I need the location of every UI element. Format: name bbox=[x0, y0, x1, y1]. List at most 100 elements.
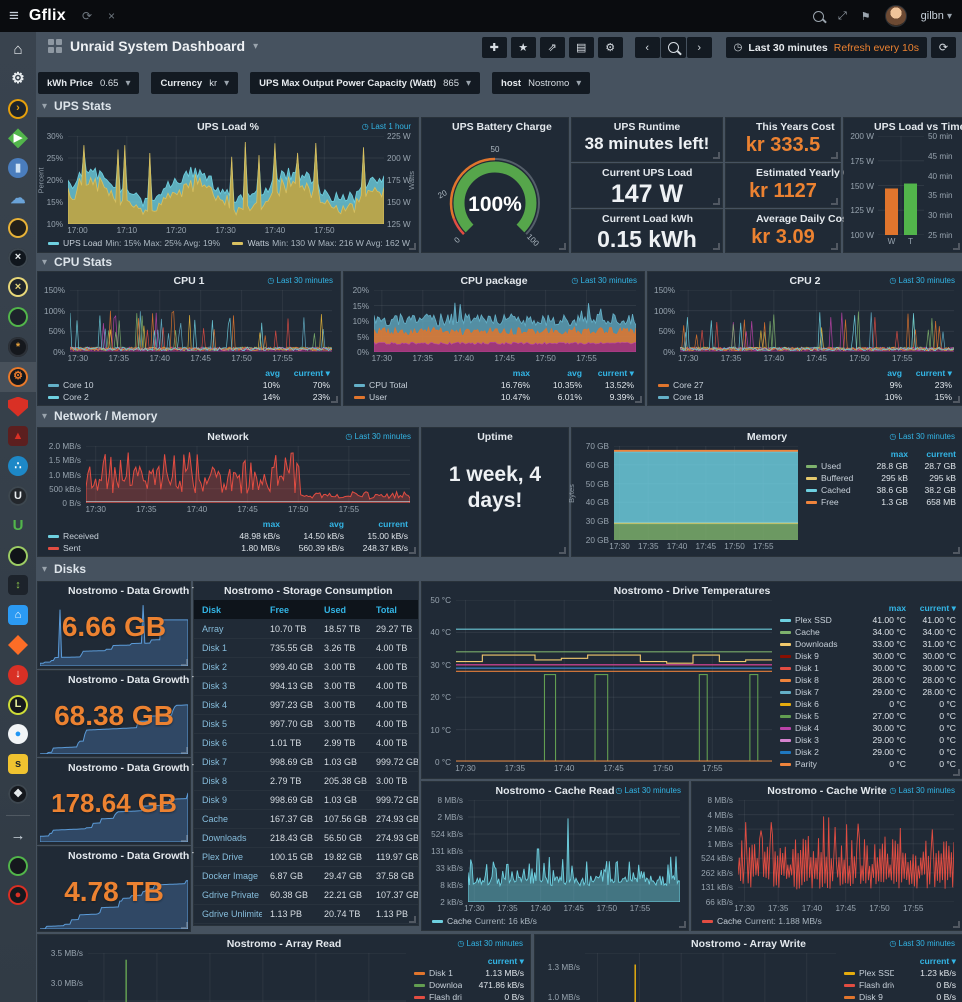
legend-item[interactable]: Disk 2 29.00 °C 0 °C bbox=[780, 746, 956, 758]
dashboard-title[interactable]: Unraid System Dashboard bbox=[70, 38, 246, 54]
close-icon[interactable]: × bbox=[108, 9, 116, 23]
legend-item[interactable]: Disk 3 29.00 °C 0 °C bbox=[780, 734, 956, 746]
sidebar-home-item[interactable]: ⌂ bbox=[0, 34, 36, 64]
sidebar-app-red-download-item[interactable]: ↓ bbox=[0, 660, 36, 690]
sidebar-app-green-ring-item[interactable] bbox=[0, 302, 36, 332]
legend-series-label[interactable]: Cache bbox=[795, 627, 820, 637]
panel-title[interactable]: Nostromo - Storage Consumption bbox=[224, 585, 393, 597]
panel-title[interactable]: Nostromo - Data Growth This Month bbox=[68, 762, 249, 774]
legend-series-label[interactable]: Flash drive bbox=[429, 992, 462, 1002]
legend-series-label[interactable]: Received bbox=[63, 531, 99, 541]
star-button[interactable]: ★ bbox=[510, 37, 536, 58]
legend-item[interactable]: Downloads471.86 kB/s bbox=[414, 979, 524, 991]
legend-item[interactable]: Disk 5 27.00 °C 0 °C bbox=[780, 710, 956, 722]
sidebar-app-search-ring-item[interactable] bbox=[0, 213, 36, 243]
sidebar-app-turtle-item[interactable] bbox=[0, 541, 36, 571]
table-header-cell[interactable]: Used bbox=[324, 604, 347, 615]
panel-title[interactable]: UPS Runtime bbox=[613, 121, 681, 133]
sidebar-app-switch-item[interactable]: ↕ bbox=[0, 570, 36, 600]
legend-series-label[interactable]: Disk 1 bbox=[795, 663, 819, 673]
legend-series-label[interactable]: Downloads bbox=[795, 639, 838, 649]
panel-title[interactable]: Nostromo - Array Read bbox=[226, 938, 342, 950]
legend-series-label[interactable]: User bbox=[369, 392, 388, 402]
time-forward-button[interactable]: › bbox=[686, 37, 712, 58]
legend-series-label[interactable]: Plex SSD bbox=[859, 968, 894, 978]
section-header-disks[interactable]: ▾ Disks bbox=[42, 562, 86, 576]
snapshot-icon[interactable]: ⚑ bbox=[860, 10, 871, 23]
legend-item[interactable]: Sent 1.80 MB/s 560.39 kB/s 248.37 kB/s bbox=[48, 542, 408, 554]
user-menu[interactable]: gilbn ▾ bbox=[920, 10, 952, 22]
legend-series-label[interactable]: Disk 9 bbox=[859, 992, 883, 1002]
panel-title[interactable]: CPU 2 bbox=[789, 275, 821, 287]
sidebar-signout-item[interactable]: → bbox=[0, 821, 36, 851]
legend-series-label[interactable]: Plex SSD bbox=[795, 615, 832, 625]
panel-timerange-link[interactable]: ◷ Last 30 minutes bbox=[889, 432, 955, 441]
legend-series-label[interactable]: Core 18 bbox=[673, 392, 704, 402]
legend-item[interactable]: Core 18 10% 15% bbox=[658, 391, 952, 403]
settings-button[interactable]: ⚙ bbox=[597, 37, 623, 58]
legend-series-label[interactable]: Disk 9 bbox=[795, 651, 819, 661]
legend-item[interactable]: Plex SSD 1.23 kB/s bbox=[844, 967, 956, 979]
legend-series-label[interactable]: Parity bbox=[795, 759, 817, 769]
panel-timerange-link[interactable]: ◷ Last 30 minutes bbox=[615, 786, 681, 795]
legend-series-label[interactable]: Disk 4 bbox=[795, 723, 819, 733]
save-button[interactable]: ▤ bbox=[568, 37, 594, 58]
variable-value[interactable]: 0.65 bbox=[99, 77, 119, 89]
legend-item[interactable]: Used 28.8 GB 28.7 GB bbox=[806, 460, 956, 472]
legend-item[interactable]: Core 27 9% 23% bbox=[658, 379, 952, 391]
legend-item[interactable]: Core 10 10% 70% bbox=[48, 379, 330, 391]
panel-title[interactable]: Average Daily Cost bbox=[756, 213, 852, 225]
legend-series-label[interactable]: Core 10 bbox=[63, 380, 94, 390]
panel-timerange-link[interactable]: ◷ Last 30 minutes bbox=[267, 276, 333, 285]
legend-item[interactable]: Received 48.98 kB/s 14.50 kB/s 15.00 kB/s bbox=[48, 530, 408, 542]
legend-series-label[interactable]: CPU Total bbox=[369, 380, 408, 390]
section-header-cpu[interactable]: ▾ CPU Stats bbox=[42, 255, 112, 269]
sidebar-settings-gear-item[interactable]: ⚙ bbox=[0, 64, 36, 94]
sidebar-app-blue-home-item[interactable]: ⌂ bbox=[0, 600, 36, 630]
panel-timerange-link[interactable]: ◷ Last 30 minutes bbox=[457, 939, 523, 948]
legend-item[interactable]: Disk 8 28.00 °C 28.00 °C bbox=[780, 674, 956, 686]
variable-value[interactable]: kr bbox=[209, 77, 218, 89]
legend-item[interactable]: Disk 7 29.00 °C 28.00 °C bbox=[780, 686, 956, 698]
legend-item[interactable]: Free 1.3 GB 658 MB bbox=[806, 496, 956, 508]
panel-title[interactable]: This Years Cost bbox=[756, 121, 835, 133]
legend-item[interactable]: UPS Load Min: 15% Max: 25% Avg: 19% bbox=[48, 237, 220, 249]
legend-item[interactable]: Disk 9 30.00 °C 30.00 °C bbox=[780, 650, 956, 662]
time-back-button[interactable]: ‹ bbox=[634, 37, 660, 58]
variable-kwh-price[interactable]: kWh Price 0.65 ▾ bbox=[38, 72, 140, 94]
legend-series-label[interactable]: Disk 8 bbox=[795, 675, 819, 685]
legend-item[interactable]: Parity 0 °C 0 °C bbox=[780, 758, 956, 770]
panel-timerange-link[interactable]: ◷ Last 30 minutes bbox=[889, 786, 955, 795]
panel-title[interactable]: CPU 1 bbox=[173, 275, 205, 287]
variable-host[interactable]: host Nostromo ▾ bbox=[492, 72, 591, 94]
legend-item[interactable]: CPU Total 16.76% 10.35% 13.52% bbox=[354, 379, 634, 391]
variable-value[interactable]: Nostromo bbox=[528, 77, 570, 89]
legend-series-label[interactable]: UPS Load bbox=[63, 238, 103, 248]
table-header-cell[interactable]: Total bbox=[376, 604, 397, 615]
legend-series-label[interactable]: Disk 5 bbox=[795, 711, 819, 721]
panel-title[interactable]: Nostromo - Data Growth This Week bbox=[68, 674, 244, 686]
legend-series-label[interactable]: Core 27 bbox=[673, 380, 704, 390]
time-picker[interactable]: ◷ Last 30 minutes Refresh every 10s bbox=[725, 37, 927, 58]
share-button[interactable]: ⇗ bbox=[539, 37, 565, 58]
variable-value[interactable]: 865 bbox=[443, 77, 459, 89]
panel-title[interactable]: UPS Battery Charge bbox=[452, 121, 552, 133]
legend-item[interactable]: Core 2 14% 23% bbox=[48, 391, 330, 403]
dashboard-grid-icon[interactable] bbox=[48, 39, 62, 53]
variable-currency[interactable]: Currency kr ▾ bbox=[151, 72, 239, 94]
legend-series-label[interactable]: Buffered bbox=[821, 473, 854, 483]
table-header-cell[interactable]: Disk bbox=[202, 604, 222, 615]
variable-ups-max-output-power-capacity-watt-[interactable]: UPS Max Output Power Capacity (Watt) 865 ▾ bbox=[250, 72, 481, 94]
legend-series-label[interactable]: Core 2 bbox=[63, 392, 89, 402]
sidebar-app-book-item[interactable]: ❖ bbox=[0, 779, 36, 809]
panel-title[interactable]: Network bbox=[207, 431, 249, 443]
panel-title[interactable]: CPU package bbox=[460, 275, 528, 287]
panel-title[interactable]: Estimated Yearly Cost bbox=[756, 167, 867, 179]
legend-item[interactable]: Watts Min: 130 W Max: 216 W Avg: 162 W bbox=[232, 237, 410, 249]
legend-series-label[interactable]: Disk 7 bbox=[795, 687, 819, 697]
legend-item[interactable]: Cache Current: 1.188 MB/s bbox=[702, 915, 822, 927]
sidebar-app-node-graph-item[interactable]: * bbox=[0, 332, 36, 362]
panel-title[interactable]: Nostromo - Array Write bbox=[691, 938, 806, 950]
panel-title[interactable]: Nostromo - Data Growth This Year bbox=[68, 850, 239, 862]
sidebar-app-blue-dots-item[interactable]: ∴ bbox=[0, 451, 36, 481]
